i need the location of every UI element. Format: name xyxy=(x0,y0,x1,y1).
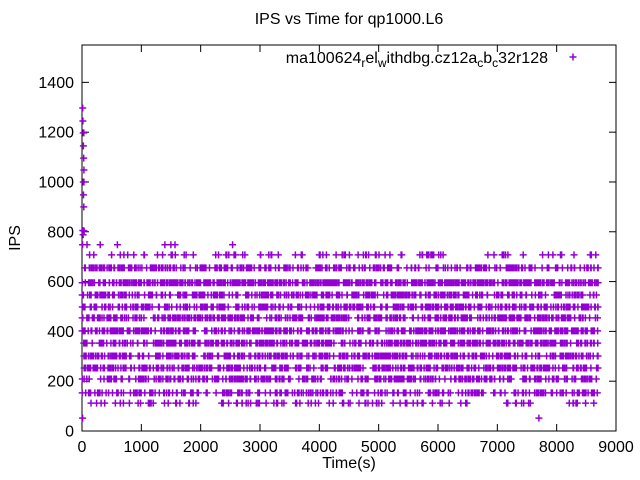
y-tick-label: 0 xyxy=(65,424,74,441)
legend-label-subscript: c xyxy=(477,56,483,70)
scatter-band-ips-707 xyxy=(86,251,600,259)
scatter-band-ips-402 xyxy=(78,327,602,335)
x-tick-label: 4000 xyxy=(302,439,338,456)
scatter-band-ips-153 xyxy=(78,389,601,397)
scatter-band-ips-655 xyxy=(81,264,602,272)
y-tick-label: 400 xyxy=(47,324,74,341)
legend: ma100624relwithdbg.cz12acbc32r128 xyxy=(286,50,577,70)
legend-label-segment: ma100624 xyxy=(286,50,362,67)
legend-label-segment: el xyxy=(365,50,377,67)
x-axis-ticks: 0 1000 2000 3000 4000 5000 6000 7000 8000 9000 xyxy=(78,45,634,456)
legend-entry-label: ma100624relwithdbg.cz12acbc32r128 xyxy=(286,50,548,70)
x-tick-label: 7000 xyxy=(480,439,516,456)
y-axis-ticks: 0 200 400 600 800 1000 1200 1400 xyxy=(38,75,616,441)
y-tick-label: 1400 xyxy=(38,75,74,92)
x-tick-label: 6000 xyxy=(420,439,456,456)
y-tick-label: 1000 xyxy=(38,174,74,191)
scatter-band-ips-301 xyxy=(80,352,602,360)
legend-label-subscript: w xyxy=(377,56,387,70)
scatter-band-ips-595 xyxy=(78,279,602,287)
scatter-outlier-points xyxy=(79,104,543,422)
scatter-band-ips-498 xyxy=(78,303,602,311)
y-tick-label: 200 xyxy=(47,374,74,391)
y-tick-label: 600 xyxy=(47,274,74,291)
y-tick-label: 800 xyxy=(47,224,74,241)
y-tick-label: 1200 xyxy=(38,125,74,142)
x-axis-label: Time(s) xyxy=(322,455,376,472)
x-tick-label: 8000 xyxy=(539,439,575,456)
x-tick-label: 3000 xyxy=(242,439,278,456)
legend-marker-plus-icon xyxy=(569,53,577,61)
scatter-band-ips-546 xyxy=(78,291,600,299)
legend-label-segment: b xyxy=(483,50,492,67)
legend-label-subscript: r xyxy=(361,56,365,70)
scatter-band-ips-209 xyxy=(78,375,600,383)
chart-title: IPS vs Time for qp1000.L6 xyxy=(255,11,444,28)
scatter-band-ips-353 xyxy=(80,339,602,347)
scatter-series xyxy=(78,104,602,422)
scatter-band-ips-253 xyxy=(80,364,602,372)
scatter-band-ips-454 xyxy=(78,314,601,322)
legend-label-segment: 32r128 xyxy=(498,50,548,67)
x-tick-label: 5000 xyxy=(361,439,397,456)
x-tick-label: 9000 xyxy=(598,439,634,456)
legend-label-segment: ithdbg.cz12a xyxy=(387,50,478,67)
x-tick-label: 0 xyxy=(78,439,87,456)
y-axis-label: IPS xyxy=(7,225,24,251)
x-tick-label: 2000 xyxy=(183,439,219,456)
legend-label-subscript: c xyxy=(492,56,498,70)
x-tick-label: 1000 xyxy=(124,439,160,456)
plot-border xyxy=(81,44,617,432)
scatter-band-ips-112 xyxy=(87,399,598,407)
